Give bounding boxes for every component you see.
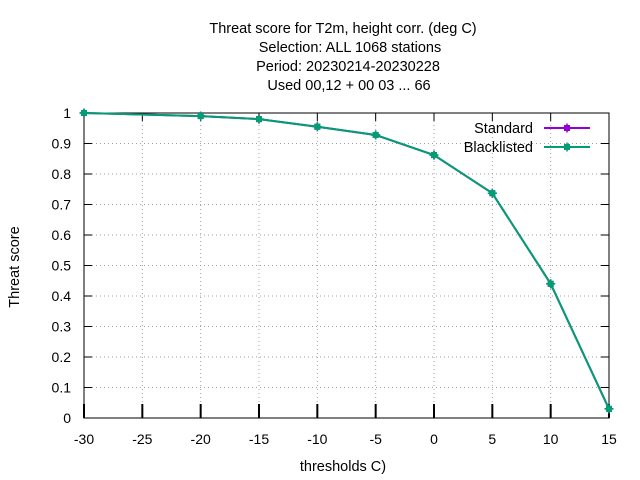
x-tick-label: 15 [601,431,617,447]
series [79,108,614,414]
y-tick-label: 0.4 [52,288,72,304]
legend-item-standard: Standard [474,121,590,137]
data-point [254,114,264,124]
y-tick-label: 0.9 [52,136,72,152]
title-line-1: Threat score for T2m, height corr. (deg … [209,21,476,37]
title-line-2: Selection: ALL 1068 stations [259,40,441,56]
axis-ticks: 0 0.1 0.2 0.3 0.4 0.5 0.6 0.7 0.8 0.9 1 -30 -25 -20 -1… [52,105,617,447]
y-tick-label: 0.6 [52,227,72,243]
y-axis-label: Threat score [7,226,23,307]
data-point [429,150,439,160]
x-tick-label: 5 [488,431,496,447]
x-tick-label: -15 [249,431,269,447]
legend: Standard Blacklisted [464,121,590,156]
series-standard [79,108,614,414]
y-tick-label: 0 [63,410,71,426]
data-point [604,404,614,414]
data-point [487,188,497,198]
legend-label: Standard [474,121,533,137]
legend-label: Blacklisted [464,140,533,156]
y-tick-label: 0.8 [52,166,72,182]
x-tick-label: -10 [307,431,327,447]
x-tick-label: -30 [74,431,94,447]
legend-marker [562,123,572,133]
series-line-blacklisted [83,112,610,410]
y-tick-label: 0.5 [52,258,72,274]
series-blacklisted [79,108,614,414]
data-point [371,130,381,140]
data-point [312,122,322,132]
series-line-standard [83,112,610,410]
data-point [546,279,556,289]
x-tick-label: -25 [132,431,152,447]
data-point [196,111,206,121]
y-tick-label: 0.3 [52,319,72,335]
y-tick-label: 1 [63,105,71,121]
x-tick-label: -5 [369,431,382,447]
y-tick-label: 0.7 [52,197,72,213]
legend-item-blacklisted: Blacklisted [464,140,590,156]
x-axis-label: thresholds C) [300,459,386,475]
y-tick-label: 0.1 [52,380,72,396]
x-tick-label: 0 [430,431,438,447]
x-tick-label: -20 [191,431,211,447]
plot-frame [83,112,610,419]
x-tick-label: 10 [543,431,559,447]
y-tick-label: 0.2 [52,349,72,365]
title-line-4: Used 00,12 + 00 03 ... 66 [267,78,430,94]
chart-title: Threat score for T2m, height corr. (deg … [209,21,476,94]
legend-marker [562,142,572,152]
title-line-3: Period: 20230214-20230228 [256,59,440,75]
data-point [79,108,89,118]
grid [84,113,609,418]
